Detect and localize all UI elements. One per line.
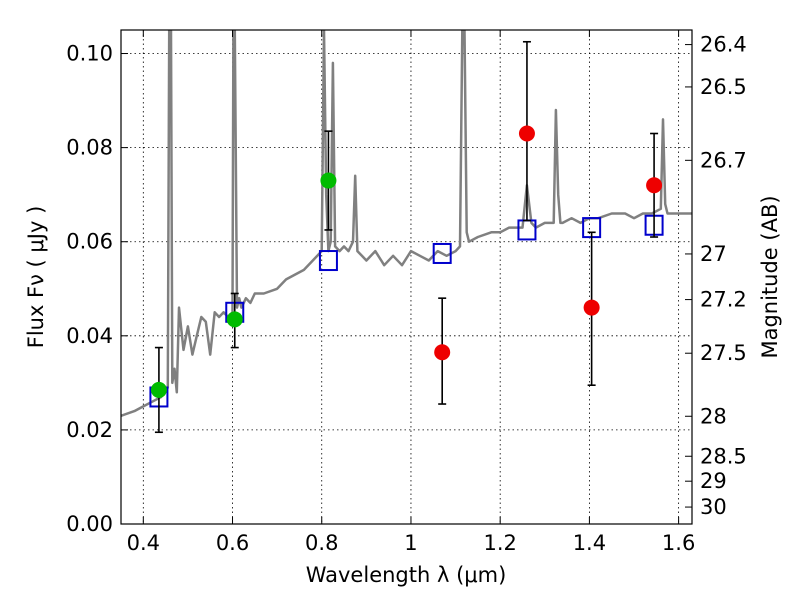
x-tick-label: 0.6 — [216, 531, 249, 555]
ticks: 0.4 0.6 0.8 1 1.2 1.4 1.6 0.00 0.02 0.04 0.06 0.08 0… — [66, 30, 747, 555]
x-tick-label: 0.8 — [305, 531, 338, 555]
green-data-point — [226, 311, 243, 328]
green-data-point — [320, 172, 337, 189]
y-tick-label: 0.10 — [66, 42, 113, 66]
x-tick-label: 1.2 — [483, 531, 516, 555]
x-tick-label: 1.6 — [662, 531, 695, 555]
y-tick-label: 0.06 — [66, 230, 113, 254]
y2-tick-label: 27.5 — [700, 341, 747, 365]
y2-tick-label: 26.4 — [700, 33, 747, 57]
y2-tick-label: 29 — [700, 469, 727, 493]
y2-tick-label: 27 — [700, 242, 727, 266]
x-tick-label: 1.4 — [573, 531, 606, 555]
grid — [121, 30, 692, 525]
model-square-marker — [432, 242, 452, 264]
plot-frame — [120, 29, 693, 525]
x-tick-label: 1 — [404, 531, 417, 555]
x-tick-label: 0.4 — [127, 531, 160, 555]
y2-tick-label: 26.7 — [700, 148, 747, 172]
green-data-point — [150, 381, 167, 398]
y-axis-label: Flux Fν ( μJy ) — [24, 206, 48, 349]
red-data-point — [518, 125, 535, 142]
y2-tick-label: 28.5 — [700, 444, 747, 468]
y2-axis-label: Magnitude (AB) — [758, 195, 782, 358]
x-axis-label: Wavelength λ (μm) — [306, 563, 507, 587]
y2-tick-label: 27.2 — [700, 288, 747, 312]
red-data-point — [646, 177, 663, 194]
y-tick-label: 0.04 — [66, 324, 113, 348]
spectrum-line — [121, 30, 692, 417]
y-tick-label: 0.08 — [66, 136, 113, 160]
y-tick-label: 0.02 — [66, 418, 113, 442]
y2-tick-label: 30 — [700, 495, 727, 519]
red-data-point — [583, 299, 600, 316]
y2-tick-label: 26.5 — [700, 75, 747, 99]
y-tick-label: 0.00 — [66, 512, 113, 536]
y2-tick-label: 28 — [700, 404, 727, 428]
model-square-marker — [318, 250, 338, 272]
plot-area — [121, 30, 692, 434]
red-data-point — [434, 344, 451, 361]
